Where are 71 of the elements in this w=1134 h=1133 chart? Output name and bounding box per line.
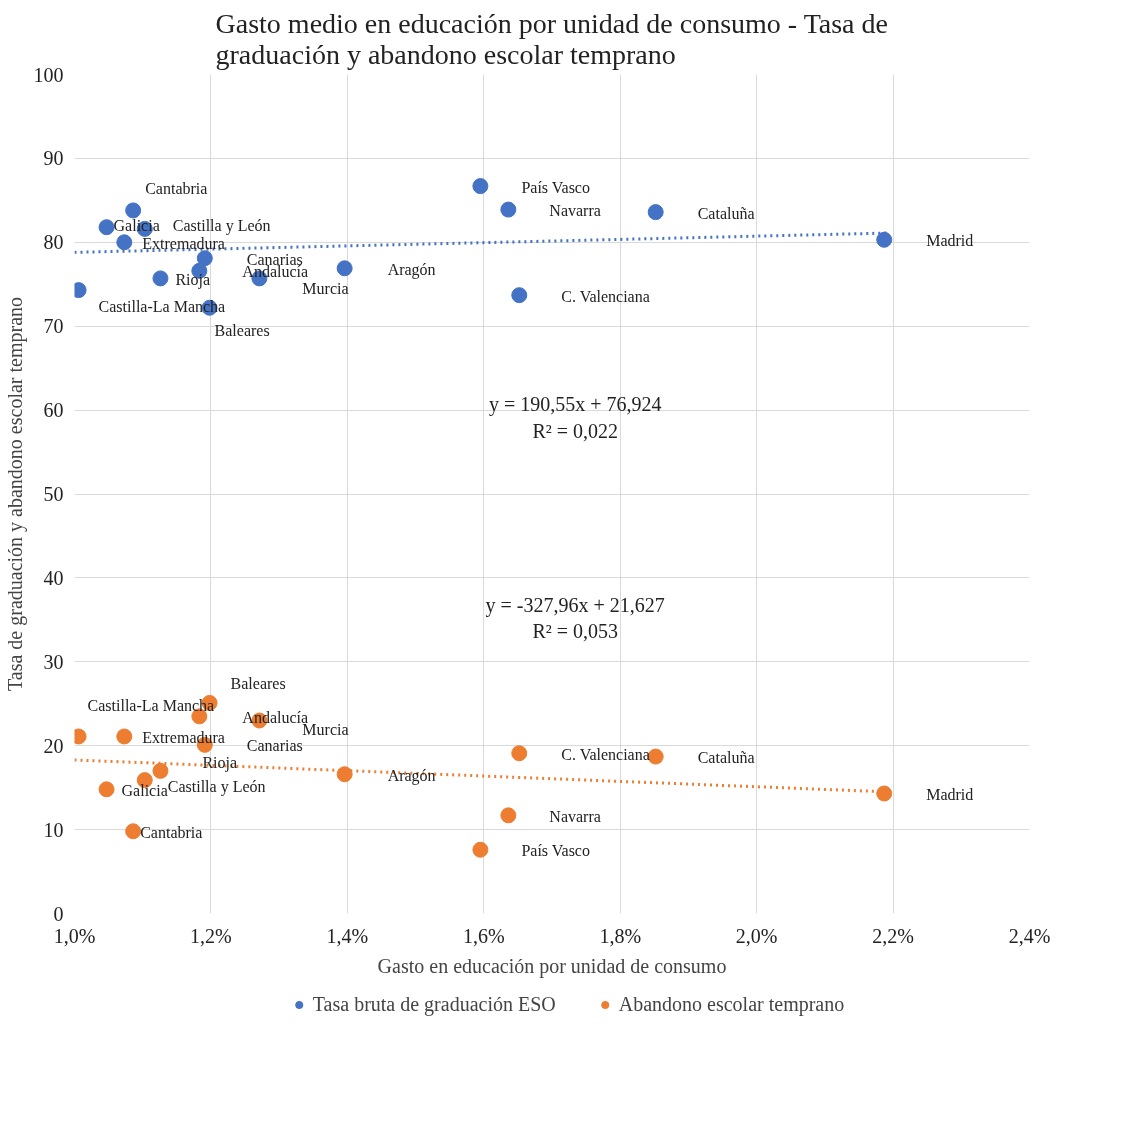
point (125, 202, 142, 219)
annotation: Rioja (202, 754, 238, 773)
annotation: Cantabria (145, 179, 208, 197)
annotation: y = -327,96x + 21,627 R² = 0,053 (485, 593, 665, 643)
point (116, 234, 133, 251)
point (125, 823, 142, 840)
point (336, 260, 353, 277)
x-tick-label: 1,8% (599, 924, 642, 947)
y-tick-label: 30 (43, 650, 64, 673)
y-tick-label: 100 (33, 63, 64, 86)
annotation: C. Valenciana (561, 287, 650, 305)
point (152, 270, 169, 287)
x-tick-label: 1,2% (190, 924, 232, 947)
point (196, 250, 213, 267)
x-tick-label: 2,2% (872, 924, 914, 947)
annotation: Extremadura (142, 728, 225, 746)
point (511, 745, 528, 762)
x-axis-title: Gasto en educación por unidad de consumo (377, 954, 727, 978)
point (647, 204, 664, 221)
annotation: Cataluña (697, 749, 755, 767)
annotation: Madrid (926, 786, 974, 804)
y-tick-label: 60 (43, 399, 64, 422)
x-tick-label: 2,0% (735, 924, 778, 947)
x-tick-label: 1,6% (462, 924, 505, 947)
annotation: Murcia (302, 279, 349, 297)
y-tick-label: 10 (43, 818, 64, 841)
y-tick-label: 40 (43, 566, 64, 589)
legend-label: Abandono escolar temprano (618, 992, 845, 1016)
annotation: Navarra (549, 807, 601, 825)
x-tick-label: 1,4% (326, 924, 369, 947)
x-tick-label: 1,0% (53, 924, 96, 947)
annotation: Castilla y León (172, 217, 271, 236)
annotation: Baleares (214, 322, 270, 340)
point (876, 231, 893, 248)
point (98, 781, 115, 798)
point (500, 201, 517, 218)
annotation: Canarias (246, 737, 303, 755)
point (472, 841, 489, 858)
chart-title: Gasto medio en educación por unidad de consumo - Tasa de graduación y abandono escolar temprano (215, 7, 888, 70)
y-tick-label: 70 (43, 315, 64, 338)
annotation: Aragón (387, 766, 436, 785)
point (472, 178, 489, 195)
point (152, 762, 169, 779)
point (876, 785, 893, 802)
x-tick-label: 2,4% (1008, 924, 1051, 947)
y-tick-label: 20 (43, 734, 64, 757)
annotation: Navarra (549, 202, 601, 220)
y-tick-label: 90 (43, 147, 64, 170)
annotation: Madrid (926, 232, 974, 250)
point (500, 807, 517, 824)
legend-label: Tasa bruta de graduación ESO (312, 992, 556, 1016)
annotation: Rioja (175, 270, 211, 289)
annotation: Extremadura (142, 234, 225, 252)
annotation: Aragón (387, 260, 436, 279)
point (511, 287, 528, 304)
annotation: Baleares (230, 675, 286, 693)
annotation: Cantabria (140, 823, 203, 841)
point (116, 728, 133, 745)
y-tick-label: 0 (53, 902, 64, 925)
annotation: País Vasco (521, 178, 590, 196)
annotation: País Vasco (521, 842, 590, 860)
annotation: y = 190,55x + 76,924 R² = 0,022 (488, 393, 662, 442)
y-axis-title: Tasa de graduación y abandono escolar temprano (3, 297, 27, 691)
annotation: Cataluña (697, 204, 755, 222)
y-tick-label: 50 (43, 483, 64, 505)
annotation: C. Valenciana (561, 745, 650, 763)
point (336, 766, 353, 783)
y-tick-label: 80 (43, 231, 64, 254)
annotation: Castilla y León (167, 777, 266, 796)
point (98, 219, 115, 236)
annotation: Galicia (121, 781, 168, 799)
